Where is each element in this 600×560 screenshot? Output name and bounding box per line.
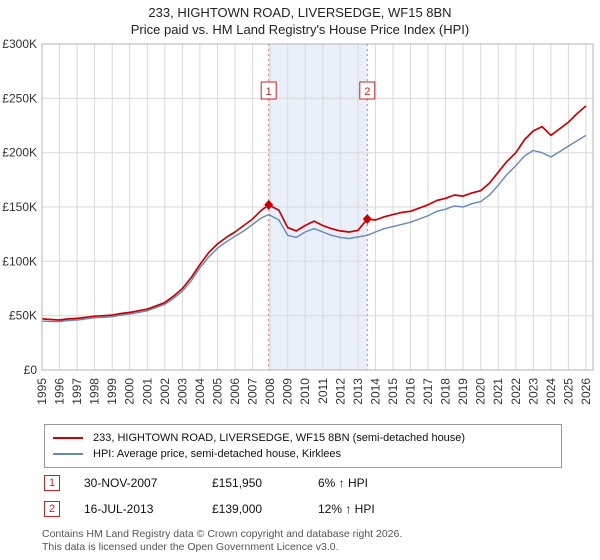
svg-text:2020: 2020 [474,378,488,405]
svg-text:2014: 2014 [368,378,382,405]
svg-text:£200K: £200K [2,146,37,160]
chart-legend: 233, HIGHTOWN ROAD, LIVERSEDGE, WF15 8BN… [44,424,562,468]
svg-text:£250K: £250K [2,91,37,105]
svg-text:£0: £0 [24,363,38,377]
svg-text:2015: 2015 [386,378,400,405]
svg-text:2: 2 [364,86,370,98]
legend-row-hpi: HPI: Average price, semi-detached house,… [53,446,553,462]
svg-text:2018: 2018 [439,378,453,405]
svg-text:£100K: £100K [2,254,37,268]
svg-text:£50K: £50K [9,309,37,323]
svg-text:2009: 2009 [281,378,295,405]
svg-text:1997: 1997 [70,378,84,405]
sale-2-price: £139,000 [212,502,263,516]
svg-text:2022: 2022 [509,378,523,405]
legend-row-property: 233, HIGHTOWN ROAD, LIVERSEDGE, WF15 8BN… [53,430,553,446]
svg-text:2007: 2007 [246,378,260,405]
page-subtitle: Price paid vs. HM Land Registry's House … [130,22,470,37]
price-history-chart: 1995 1996 1997 1998 1999 2000 2001 2002 2003 2004… [2,37,594,405]
license-line-2: This data is licensed under the Open Gov… [42,540,339,553]
license-note: Contains HM Land Registry data © Crown c… [42,528,402,553]
sale-2-hpi-delta: 12% ↑ HPI [318,502,375,516]
svg-text:2016: 2016 [404,378,418,405]
svg-text:2024: 2024 [544,378,558,405]
svg-text:1996: 1996 [53,378,67,405]
page-title: 233, HIGHTOWN ROAD, LIVERSEDGE, WF15 8BN [148,5,452,20]
sale-2-badge: 2 [44,501,60,517]
legend-label-hpi: HPI: Average price, semi-detached house,… [93,448,342,460]
sale-1-date: 30-NOV-2007 [84,476,158,490]
svg-text:2012: 2012 [333,378,347,405]
svg-text:2004: 2004 [193,378,207,405]
svg-text:2008: 2008 [263,378,277,405]
svg-text:2006: 2006 [228,378,242,405]
svg-text:2001: 2001 [140,378,154,405]
svg-text:2021: 2021 [491,378,505,405]
svg-text:1999: 1999 [105,378,119,405]
svg-text:2005: 2005 [211,378,225,405]
sale-1-hpi-delta: 6% ↑ HPI [318,476,369,490]
property-line-sample [53,437,83,439]
svg-text:2003: 2003 [175,378,189,405]
svg-text:£150K: £150K [2,200,37,214]
legend-label-property: 233, HIGHTOWN ROAD, LIVERSEDGE, WF15 8BN… [93,432,466,444]
sale-2-date: 16-JUL-2013 [84,502,154,516]
sale-1-price: £151,950 [212,476,263,490]
svg-text:£300K: £300K [2,37,37,51]
sale-1-badge: 1 [44,475,60,491]
license-line-1: Contains HM Land Registry data © Crown c… [42,528,403,540]
svg-text:1998: 1998 [88,378,102,405]
svg-text:2000: 2000 [123,378,137,405]
sale-row-1: 1 30-NOV-2007 £151,950 6% ↑ HPI [44,474,564,492]
svg-text:1995: 1995 [35,378,49,405]
svg-text:2019: 2019 [456,378,470,405]
svg-text:2013: 2013 [351,378,365,405]
svg-text:2011: 2011 [316,378,330,404]
sale-row-2: 2 16-JUL-2013 £139,000 12% ↑ HPI [44,500,564,518]
svg-text:2026: 2026 [579,378,593,405]
svg-text:2010: 2010 [298,378,312,405]
sales-list: 1 30-NOV-2007 £151,950 6% ↑ HPI 2 16-JUL… [44,474,564,526]
svg-text:2002: 2002 [158,378,172,405]
svg-text:2023: 2023 [526,378,540,405]
hpi-line-sample [53,453,83,455]
svg-text:2025: 2025 [561,378,575,405]
svg-text:1: 1 [266,86,272,98]
svg-text:2017: 2017 [421,378,435,405]
